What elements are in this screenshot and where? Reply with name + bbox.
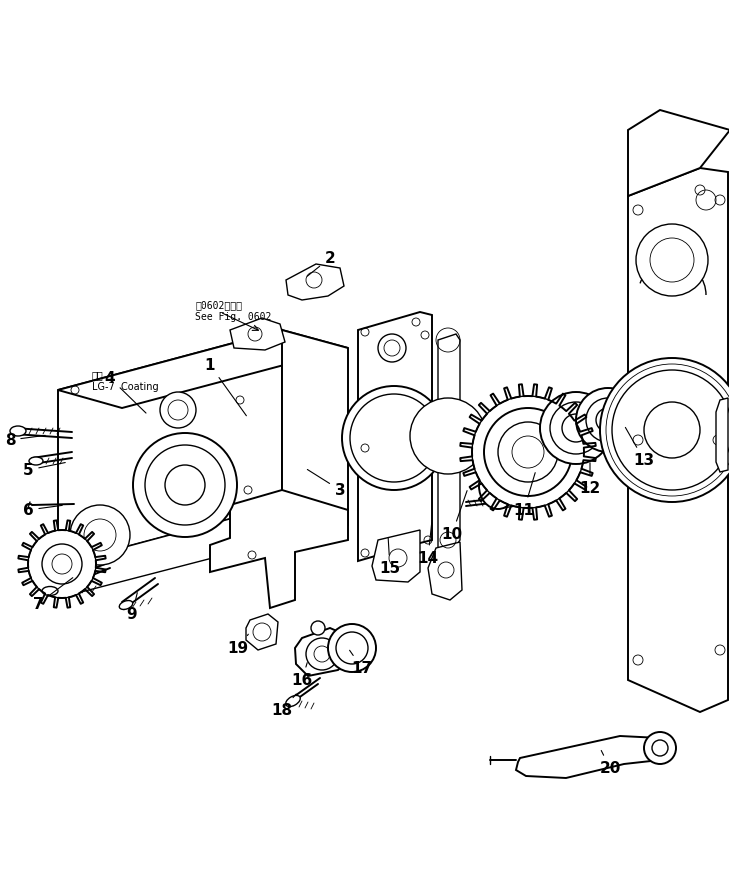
- Ellipse shape: [120, 601, 133, 610]
- Polygon shape: [628, 110, 729, 196]
- Circle shape: [248, 327, 262, 341]
- Circle shape: [28, 530, 96, 598]
- Polygon shape: [58, 330, 282, 565]
- Text: 20: 20: [599, 750, 620, 775]
- Polygon shape: [628, 168, 728, 712]
- Polygon shape: [58, 505, 282, 598]
- Text: 13: 13: [625, 428, 655, 468]
- Ellipse shape: [286, 695, 300, 707]
- Text: 12: 12: [580, 463, 601, 495]
- Polygon shape: [230, 318, 285, 350]
- Polygon shape: [210, 490, 348, 608]
- Circle shape: [378, 334, 406, 362]
- Circle shape: [644, 732, 676, 764]
- Circle shape: [636, 224, 708, 296]
- Circle shape: [410, 398, 486, 474]
- Ellipse shape: [10, 426, 26, 436]
- Circle shape: [472, 396, 584, 508]
- Text: 15: 15: [379, 538, 400, 575]
- Text: 3: 3: [308, 469, 346, 498]
- Text: 6: 6: [23, 502, 62, 517]
- Circle shape: [70, 505, 130, 565]
- Circle shape: [550, 402, 602, 454]
- Polygon shape: [516, 736, 672, 778]
- Polygon shape: [286, 264, 344, 300]
- Ellipse shape: [29, 457, 43, 465]
- Text: 11: 11: [513, 473, 535, 517]
- Polygon shape: [282, 330, 348, 525]
- Text: 17: 17: [350, 650, 373, 676]
- Circle shape: [311, 621, 325, 635]
- Polygon shape: [372, 530, 420, 582]
- Polygon shape: [358, 312, 432, 561]
- Circle shape: [342, 386, 446, 490]
- Polygon shape: [58, 330, 348, 408]
- Polygon shape: [716, 398, 728, 472]
- Text: 8: 8: [4, 433, 45, 447]
- Circle shape: [336, 632, 368, 664]
- Text: 1: 1: [205, 357, 246, 416]
- Text: 5: 5: [23, 462, 66, 477]
- Text: 7: 7: [33, 578, 73, 612]
- Text: 14: 14: [418, 523, 439, 565]
- Text: 図0602図参照
See Fig. 0602: 図0602図参照 See Fig. 0602: [195, 300, 271, 322]
- Polygon shape: [500, 492, 516, 508]
- Circle shape: [484, 408, 572, 496]
- Circle shape: [328, 624, 376, 672]
- Circle shape: [586, 398, 630, 442]
- Circle shape: [306, 638, 338, 670]
- Ellipse shape: [479, 463, 517, 509]
- Circle shape: [600, 358, 729, 502]
- Circle shape: [540, 392, 612, 464]
- Polygon shape: [438, 334, 460, 553]
- Ellipse shape: [489, 475, 507, 497]
- Text: 10: 10: [442, 491, 467, 541]
- Text: 4: 4: [105, 371, 146, 413]
- Text: 16: 16: [292, 662, 313, 687]
- Circle shape: [576, 388, 640, 452]
- Text: 塗布
LG-7  Coating: 塗布 LG-7 Coating: [92, 370, 159, 391]
- Text: 19: 19: [227, 634, 249, 655]
- Text: 18: 18: [271, 694, 296, 717]
- Ellipse shape: [42, 587, 58, 596]
- Circle shape: [160, 392, 196, 428]
- Ellipse shape: [551, 400, 601, 456]
- Polygon shape: [246, 614, 278, 650]
- Polygon shape: [428, 542, 462, 600]
- Circle shape: [133, 433, 237, 537]
- Text: 9: 9: [127, 593, 137, 621]
- Text: 2: 2: [307, 251, 335, 276]
- Polygon shape: [295, 628, 350, 676]
